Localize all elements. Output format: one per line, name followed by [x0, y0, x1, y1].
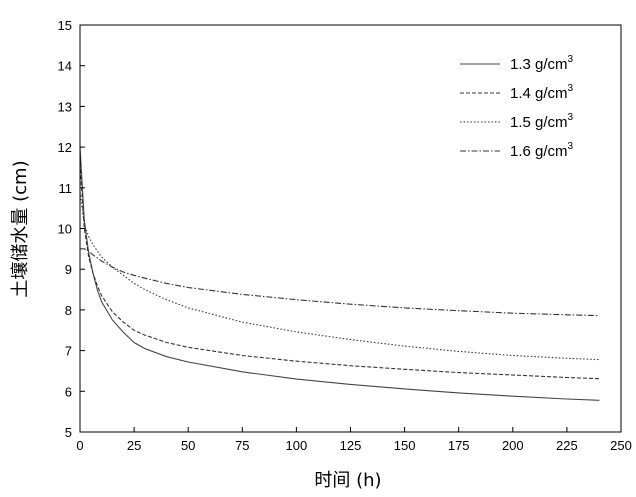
axes-layer: 0 25 50 75 100 125 150 175 200 225 250 5 6 7 8 9 10 11 12 1… [58, 18, 632, 453]
series-line-1 [79, 147, 600, 401]
x-tick-label: 125 [340, 438, 362, 453]
x-tick-label: 225 [556, 438, 578, 453]
y-tick-label: 10 [58, 222, 72, 237]
x-tick-label: 175 [448, 438, 470, 453]
x-tick-label: 150 [394, 438, 416, 453]
y-axis-title: 土壤储水量 (cm) [10, 160, 31, 297]
y-tick-label: 9 [65, 262, 72, 277]
y-tick-label: 15 [58, 18, 72, 33]
x-tick-label: 75 [235, 438, 249, 453]
x-tick-label: 50 [181, 438, 195, 453]
legend-label-text: 1.6 g/cm [510, 143, 568, 160]
x-tick-label: 100 [286, 438, 308, 453]
legend-label-text: 1.3 g/cm [510, 56, 568, 73]
x-tick-label: 25 [127, 438, 141, 453]
y-tick-label: 7 [65, 344, 72, 359]
x-tick-label: 0 [76, 438, 83, 453]
y-tick-label: 11 [59, 181, 73, 196]
legend-label-text: 1.5 g/cm [510, 114, 568, 131]
y-tick-label: 14 [58, 59, 72, 74]
legend-label-superscript: 3 [568, 112, 574, 123]
y-tick-label: 6 [65, 384, 72, 399]
x-tick-label: 200 [502, 438, 524, 453]
x-tick-label: 250 [610, 438, 632, 453]
y-tick-label: 13 [58, 99, 72, 114]
series-line-2 [79, 163, 600, 380]
series-line-4 [80, 248, 600, 317]
legend-label-superscript: 3 [568, 54, 574, 65]
y-tick-label: 5 [65, 425, 72, 440]
series-layer [79, 147, 600, 401]
legend-label-3: 1.5 g/cm3 [510, 112, 574, 131]
legend-label-text: 1.4 g/cm [510, 85, 568, 102]
legend-label-4: 1.6 g/cm3 [510, 141, 574, 160]
series-line-3 [79, 191, 600, 361]
legend-label-superscript: 3 [568, 83, 574, 94]
y-tick-label: 8 [65, 303, 72, 318]
legend-label-2: 1.4 g/cm3 [510, 83, 574, 102]
y-tick-label: 12 [58, 140, 72, 155]
legend-label-1: 1.3 g/cm3 [510, 54, 574, 73]
legend-label-superscript: 3 [568, 141, 574, 152]
x-axis-title: 时间 (h) [314, 470, 381, 491]
